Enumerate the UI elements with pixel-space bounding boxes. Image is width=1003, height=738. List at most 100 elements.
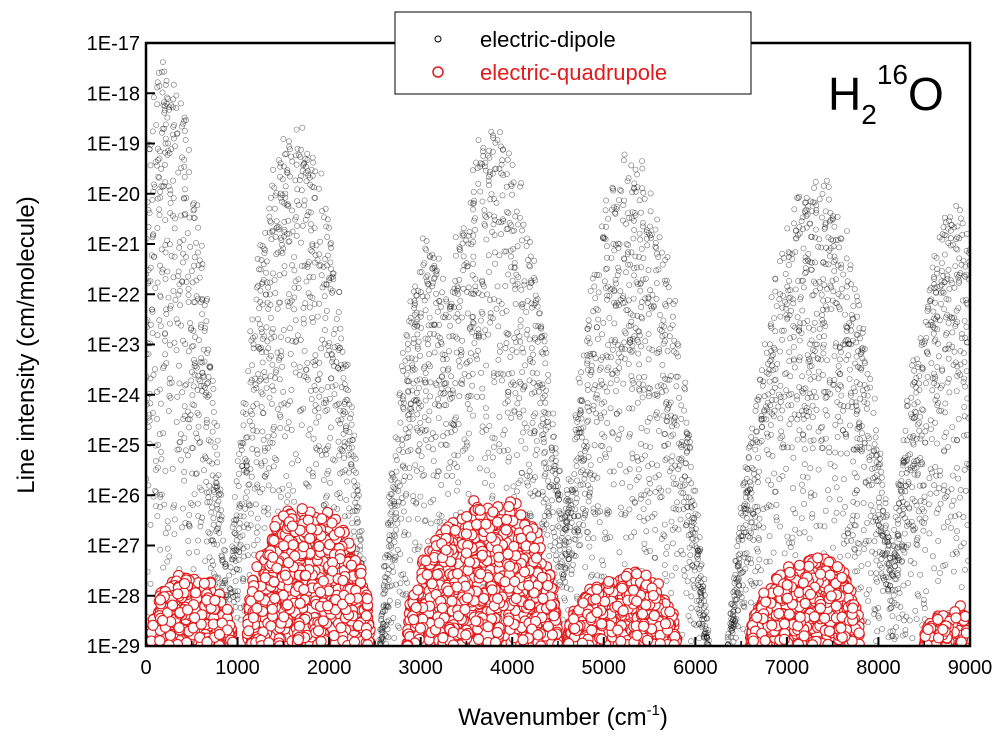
electric-dipole-point <box>308 396 315 403</box>
electric-dipole-point <box>266 205 273 212</box>
electric-dipole-point <box>324 233 331 240</box>
electric-dipole-point <box>808 363 815 369</box>
electric-dipole-point <box>656 234 663 241</box>
electric-dipole-point <box>236 501 243 508</box>
electric-dipole-point <box>891 526 897 533</box>
electric-dipole-point <box>509 370 515 376</box>
electric-dipole-point <box>270 270 276 277</box>
electric-dipole-point <box>820 183 827 189</box>
electric-dipole-point <box>694 548 701 555</box>
electric-dipole-point <box>786 358 793 365</box>
electric-dipole-point <box>965 415 970 421</box>
electric-dipole-point <box>420 502 427 509</box>
electric-dipole-point <box>323 451 330 458</box>
electric-dipole-point <box>210 409 217 415</box>
electric-dipole-point <box>421 414 428 421</box>
electric-dipole-point <box>190 383 197 390</box>
electric-dipole-point <box>232 557 239 564</box>
electric-dipole-point <box>305 432 312 438</box>
electric-dipole-point <box>799 481 805 488</box>
electric-dipole-point <box>407 424 413 430</box>
electric-dipole-point <box>248 510 254 517</box>
electric-dipole-point <box>920 407 927 414</box>
electric-dipole-point <box>321 281 327 288</box>
electric-dipole-point <box>636 380 642 387</box>
electric-dipole-point <box>764 447 770 453</box>
electric-dipole-point <box>660 531 667 538</box>
electric-dipole-point <box>518 470 525 476</box>
electric-dipole-point <box>554 564 561 570</box>
electric-dipole-point <box>681 567 687 574</box>
electric-dipole-point <box>250 427 257 434</box>
electric-dipole-point <box>181 173 188 180</box>
electric-dipole-point <box>319 284 326 291</box>
electric-dipole-point <box>843 431 850 438</box>
electric-dipole-point <box>585 535 591 542</box>
electric-dipole-point <box>600 562 607 569</box>
electric-dipole-point <box>499 377 505 384</box>
electric-dipole-point <box>153 503 159 509</box>
electric-dipole-point <box>798 515 805 521</box>
electric-dipole-point <box>296 371 303 378</box>
electric-dipole-point <box>488 482 495 489</box>
electric-dipole-point <box>261 373 268 380</box>
electric-dipole-point <box>954 246 961 253</box>
electric-dipole-point <box>464 263 471 270</box>
electric-dipole-point <box>512 390 519 396</box>
electric-dipole-point <box>943 314 949 321</box>
electric-dipole-point <box>796 530 803 537</box>
electric-dipole-point <box>454 335 461 342</box>
electric-dipole-point <box>945 296 952 303</box>
electric-dipole-point <box>821 282 828 288</box>
electric-dipole-point <box>210 385 217 392</box>
electric-dipole-point <box>840 407 846 414</box>
electric-dipole-point <box>309 469 316 476</box>
electric-dipole-point <box>449 332 456 339</box>
electric-dipole-point <box>302 216 309 223</box>
electric-dipole-point <box>549 509 556 516</box>
electric-dipole-point <box>357 546 364 553</box>
electric-dipole-point <box>254 255 261 262</box>
electric-dipole-point <box>636 514 643 521</box>
electric-dipole-point <box>329 273 336 280</box>
electric-dipole-point <box>258 257 265 263</box>
electric-dipole-point <box>268 400 275 407</box>
electric-dipole-point <box>413 389 420 396</box>
electric-dipole-point <box>534 438 540 444</box>
electric-dipole-point <box>790 506 797 513</box>
electric-dipole-point <box>840 403 847 409</box>
electric-dipole-point <box>879 626 885 632</box>
electric-dipole-point <box>242 494 249 501</box>
electric-dipole-point <box>349 520 355 526</box>
electric-dipole-point <box>879 481 886 488</box>
electric-dipole-point <box>931 565 938 572</box>
electric-dipole-point <box>305 208 312 215</box>
electric-dipole-point <box>526 336 533 343</box>
electric-dipole-point <box>500 146 507 153</box>
electric-dipole-point <box>765 477 771 484</box>
electric-dipole-point <box>403 377 410 384</box>
electric-dipole-point <box>222 563 228 570</box>
electric-dipole-point <box>890 592 897 599</box>
electric-dipole-point <box>490 296 497 302</box>
electric-dipole-point <box>950 568 957 575</box>
electric-dipole-point <box>307 426 313 433</box>
electric-dipole-point <box>585 317 592 324</box>
electric-dipole-point <box>933 510 940 516</box>
electric-dipole-point <box>379 609 386 616</box>
electric-dipole-point <box>211 541 217 547</box>
electric-dipole-point <box>931 274 937 280</box>
electric-dipole-point <box>933 289 940 296</box>
electric-dipole-point <box>293 214 299 221</box>
electric-dipole-point <box>853 487 860 494</box>
electric-dipole-point <box>796 427 803 434</box>
electric-dipole-point <box>743 515 750 521</box>
electric-dipole-point <box>844 450 850 457</box>
electric-dipole-point <box>276 272 283 279</box>
electric-dipole-point <box>504 156 511 163</box>
electric-dipole-point <box>293 126 300 133</box>
electric-dipole-point <box>538 323 545 330</box>
electric-dipole-point <box>230 599 237 605</box>
electric-dipole-point <box>200 346 207 353</box>
electric-dipole-point <box>197 378 203 384</box>
